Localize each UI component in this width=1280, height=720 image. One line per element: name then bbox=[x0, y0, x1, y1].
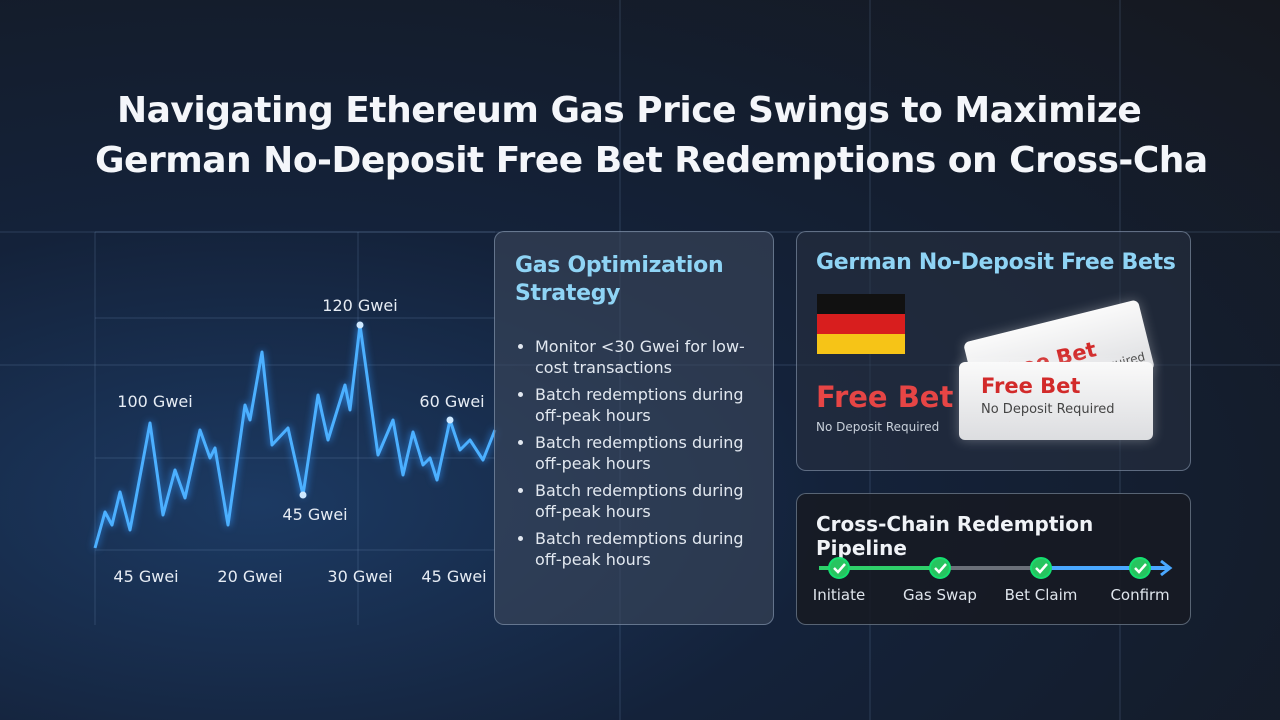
gas-line bbox=[93, 323, 497, 549]
pipeline-card: Cross-Chain Redemption Pipeline Initiate… bbox=[796, 493, 1191, 625]
card-title: Gas Optimization Strategy bbox=[515, 253, 724, 306]
title-line: German No-Deposit Free Bet Redemptions o… bbox=[95, 140, 1208, 181]
pipeline-track bbox=[819, 557, 1173, 579]
strategy-list: Monitor <30 Gwei for low-cost transactio… bbox=[517, 336, 753, 570]
ticket: Free Bet No Deposit Required bbox=[959, 362, 1153, 440]
strategy-item: Batch redemptions during off-peak hours bbox=[535, 480, 753, 522]
strategy-item: Batch redemptions during off-peak hours bbox=[535, 384, 753, 426]
ticket-label: Free Bet bbox=[981, 374, 1081, 398]
annotation: 120 Gwei bbox=[322, 296, 397, 315]
german-flag bbox=[817, 294, 905, 354]
x-label: 45 Gwei bbox=[113, 567, 178, 586]
pipeline-step: Bet Claim bbox=[1004, 586, 1078, 604]
free-bet-sublabel: No Deposit Required bbox=[816, 420, 940, 434]
pipeline-step: Initiate bbox=[812, 586, 866, 604]
strategy-item: Batch redemptions during off-peak hours bbox=[535, 432, 753, 474]
strategy-item: Batch redemptions during off-peak hours bbox=[535, 528, 753, 570]
x-label: 45 Gwei bbox=[421, 567, 486, 586]
annotation: 45 Gwei bbox=[282, 505, 347, 524]
x-label: 30 Gwei bbox=[327, 567, 392, 586]
annotation: 100 Gwei bbox=[117, 392, 192, 411]
card-title: German No-Deposit Free Bets bbox=[816, 250, 1176, 275]
free-bet-label: Free Bet bbox=[816, 380, 954, 414]
pipeline-step: Confirm bbox=[1110, 586, 1170, 604]
ticket-sublabel: No Deposit Required bbox=[981, 402, 1115, 417]
x-label: 20 Gwei bbox=[217, 567, 282, 586]
strategy-card: Gas Optimization Strategy Monitor <30 Gw… bbox=[494, 231, 774, 625]
pipeline-step: Gas Swap bbox=[903, 586, 977, 604]
card-title: Cross-Chain Redemption Pipeline bbox=[816, 512, 1094, 560]
free-bets-card: German No-Deposit Free Bets Free Bet No … bbox=[796, 231, 1191, 471]
title-line: Navigating Ethereum Gas Price Swings to … bbox=[117, 90, 1142, 131]
strategy-item: Monitor <30 Gwei for low-cost transactio… bbox=[535, 336, 753, 378]
annotation: 60 Gwei bbox=[419, 392, 484, 411]
